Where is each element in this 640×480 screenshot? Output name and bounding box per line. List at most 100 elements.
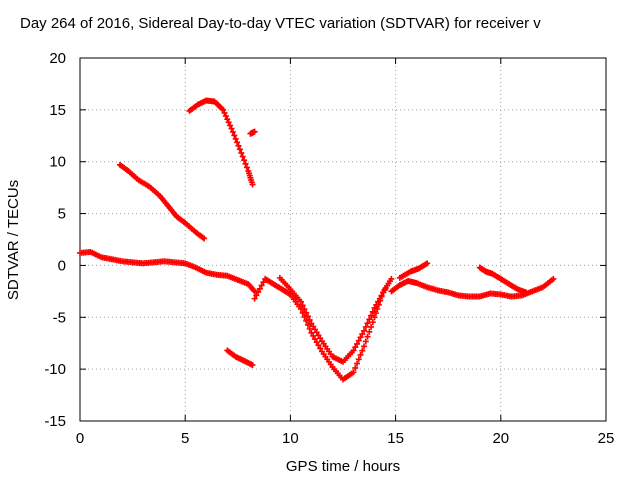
data-point xyxy=(355,337,362,344)
data-point xyxy=(308,329,315,336)
data-point xyxy=(364,333,371,340)
data-point xyxy=(355,356,362,363)
data-point xyxy=(371,314,378,321)
y-axis-label: SDTVAR / TECUs xyxy=(5,180,22,300)
data-series xyxy=(251,275,395,383)
data-point xyxy=(362,323,369,330)
data-point xyxy=(238,149,245,156)
data-point xyxy=(523,289,530,296)
data-point xyxy=(366,316,373,323)
data-points xyxy=(77,97,557,383)
data-point xyxy=(388,275,395,282)
data-point xyxy=(550,275,557,282)
data-point xyxy=(306,325,313,332)
data-point xyxy=(239,153,246,160)
data-point xyxy=(374,305,381,312)
data-point xyxy=(297,298,304,305)
data-point xyxy=(354,360,361,367)
data-point xyxy=(368,312,375,319)
data-series xyxy=(116,161,208,242)
tick-marks xyxy=(79,57,607,422)
data-point xyxy=(222,113,229,120)
data-series xyxy=(396,260,431,281)
data-point xyxy=(362,338,369,345)
data-series xyxy=(388,275,557,300)
data-point xyxy=(251,295,258,302)
data-point xyxy=(378,292,385,299)
grid-lines xyxy=(80,58,606,421)
data-series xyxy=(247,128,258,137)
x-tick-label: 0 xyxy=(76,430,84,447)
chart-title: Day 264 of 2016, Sidereal Day-to-day VTE… xyxy=(20,15,541,32)
y-tick-label: 15 xyxy=(49,102,66,119)
data-point xyxy=(242,160,249,167)
x-tick-label: 5 xyxy=(181,430,189,447)
y-tick-label: -5 xyxy=(53,309,66,326)
data-point xyxy=(352,344,359,351)
data-point xyxy=(236,146,243,153)
data-point xyxy=(299,302,306,309)
data-point xyxy=(306,316,313,323)
data-series xyxy=(186,97,256,188)
data-point xyxy=(256,285,263,292)
data-point xyxy=(228,125,235,132)
data-point xyxy=(361,343,368,350)
x-tick-label: 15 xyxy=(387,430,404,447)
data-point xyxy=(350,369,357,376)
y-tick-label: -10 xyxy=(44,361,66,378)
data-point xyxy=(382,286,389,293)
data-point xyxy=(364,320,371,327)
y-tick-label: 5 xyxy=(58,206,66,223)
data-point xyxy=(249,181,256,188)
x-tick-label: 25 xyxy=(598,430,615,447)
data-point xyxy=(313,339,320,346)
data-point xyxy=(227,122,234,129)
data-point xyxy=(260,279,267,286)
data-point xyxy=(231,132,238,139)
data-point xyxy=(220,106,227,113)
data-point xyxy=(304,321,311,328)
data-point xyxy=(373,301,380,308)
data-point xyxy=(253,292,260,299)
data-point xyxy=(234,139,241,146)
data-series xyxy=(476,264,530,296)
data-point xyxy=(317,345,324,352)
data-point xyxy=(304,313,311,320)
data-point xyxy=(359,331,366,338)
data-point xyxy=(224,116,231,123)
data-point xyxy=(201,235,208,242)
data-point xyxy=(315,342,322,349)
data-point xyxy=(368,323,375,330)
data-point xyxy=(249,361,256,368)
data-point xyxy=(357,351,364,358)
data-point xyxy=(221,109,228,116)
data-point xyxy=(371,304,378,311)
data-point xyxy=(359,347,366,354)
y-tick-label: 20 xyxy=(49,50,66,67)
data-point xyxy=(235,142,242,149)
x-axis-label: GPS time / hours xyxy=(286,458,400,475)
data-point xyxy=(357,334,364,341)
data-point xyxy=(354,340,361,347)
data-point xyxy=(369,319,376,326)
data-point xyxy=(350,347,357,354)
y-tick-label: 0 xyxy=(58,257,66,274)
data-point xyxy=(241,157,248,164)
data-series xyxy=(77,248,258,295)
data-point xyxy=(361,327,368,334)
data-point xyxy=(232,135,239,142)
x-tick-label: 10 xyxy=(282,430,299,447)
data-point xyxy=(258,282,265,289)
plot-frame xyxy=(79,57,607,422)
data-point xyxy=(369,308,376,315)
x-tick-labels: 0 5 10 15 20 25 xyxy=(76,430,615,447)
data-point xyxy=(243,164,250,171)
data-point xyxy=(366,328,373,335)
data-series xyxy=(276,274,389,365)
data-point xyxy=(376,295,383,302)
y-tick-label: 10 xyxy=(49,154,66,171)
data-point xyxy=(310,332,317,339)
y-tick-label: -15 xyxy=(44,413,66,430)
data-series xyxy=(224,347,256,368)
